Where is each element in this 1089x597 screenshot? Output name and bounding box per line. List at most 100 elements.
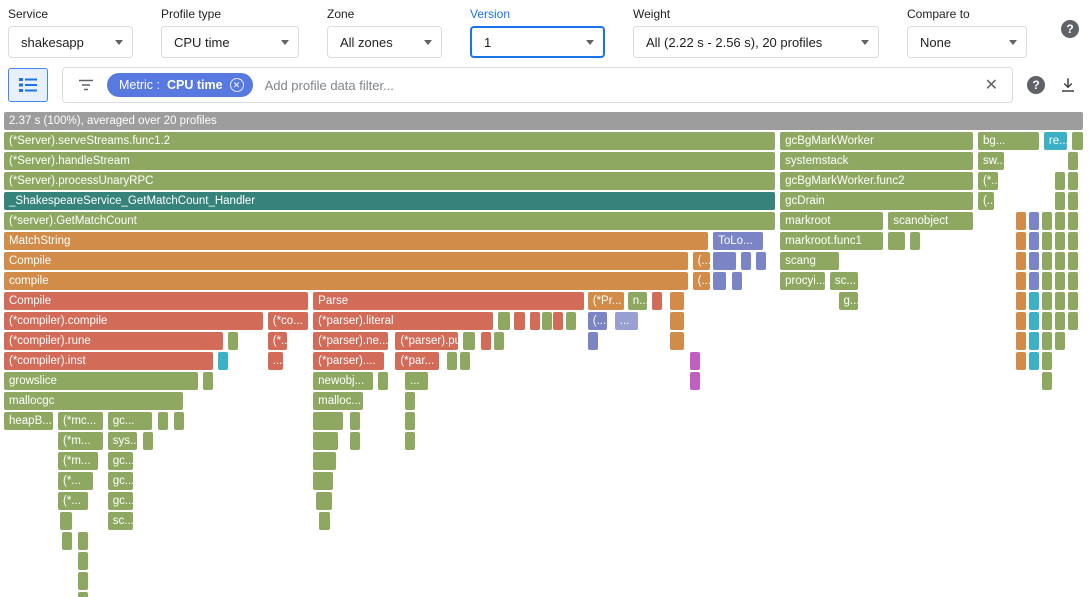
flame-bar[interactable]: systemstack bbox=[780, 152, 973, 170]
clear-filters-icon[interactable]: ✕ bbox=[984, 77, 998, 94]
flame-bar[interactable] bbox=[1067, 252, 1078, 270]
flame-bar[interactable] bbox=[1015, 312, 1026, 330]
flame-bar[interactable] bbox=[460, 352, 471, 370]
flame-bar[interactable] bbox=[690, 372, 701, 390]
flame-bar[interactable]: (*Pr... bbox=[587, 292, 624, 310]
flame-bar[interactable] bbox=[756, 252, 767, 270]
flame-bar[interactable] bbox=[669, 292, 685, 310]
flame-bar[interactable] bbox=[77, 552, 88, 570]
flame-bar[interactable] bbox=[1015, 212, 1026, 230]
metric-filter-chip[interactable]: Metric : CPU time ✕ bbox=[107, 73, 253, 97]
flame-bar[interactable]: (*... bbox=[267, 332, 288, 350]
flame-bar[interactable] bbox=[1067, 272, 1078, 290]
flame-bar[interactable]: sys... bbox=[107, 432, 138, 450]
flame-bar[interactable]: (*compiler).compile bbox=[4, 312, 263, 330]
flame-bar[interactable] bbox=[405, 432, 416, 450]
flame-bar[interactable] bbox=[498, 312, 511, 330]
flame-bar[interactable] bbox=[1041, 332, 1052, 350]
flame-bar[interactable] bbox=[1054, 232, 1065, 250]
flame-bar[interactable] bbox=[77, 532, 88, 550]
flame-bar[interactable]: scang bbox=[780, 252, 839, 270]
flame-bar[interactable] bbox=[1015, 272, 1026, 290]
flame-bar[interactable]: Compile bbox=[4, 252, 689, 270]
flame-bar[interactable] bbox=[1054, 212, 1065, 230]
flame-bar[interactable]: re... bbox=[1043, 132, 1067, 150]
filter-help-icon[interactable]: ? bbox=[1027, 76, 1045, 94]
flame-bar[interactable] bbox=[713, 272, 727, 290]
flame-bar[interactable]: 2.37 s (100%), averaged over 20 profiles bbox=[4, 112, 1083, 130]
flame-bar[interactable]: gcDrain bbox=[780, 192, 973, 210]
flame-bar[interactable]: ToLo... bbox=[713, 232, 763, 250]
flame-bar[interactable]: (*parser).... bbox=[313, 352, 384, 370]
flame-bar[interactable] bbox=[1028, 352, 1039, 370]
flame-bar[interactable] bbox=[313, 432, 339, 450]
flame-bar[interactable]: (*co... bbox=[267, 312, 308, 330]
flame-bar[interactable] bbox=[587, 332, 598, 350]
flame-bar[interactable]: Compile bbox=[4, 292, 308, 310]
flame-bar[interactable] bbox=[1041, 312, 1052, 330]
flame-bar[interactable]: growslice bbox=[4, 372, 198, 390]
flame-bar[interactable]: ... bbox=[405, 372, 428, 390]
flame-bar[interactable] bbox=[202, 372, 213, 390]
flame-bar[interactable] bbox=[313, 472, 333, 490]
flame-bar[interactable] bbox=[1041, 252, 1052, 270]
flame-bar[interactable]: ... bbox=[267, 352, 284, 370]
flame-bar[interactable]: n... bbox=[627, 292, 648, 310]
flame-bar[interactable] bbox=[530, 312, 541, 330]
flame-bar[interactable]: Parse bbox=[313, 292, 584, 310]
flame-bar[interactable] bbox=[1041, 232, 1052, 250]
flame-bar[interactable] bbox=[1054, 252, 1065, 270]
flame-bar[interactable]: (*compiler).inst bbox=[4, 352, 213, 370]
flame-bar[interactable] bbox=[514, 312, 526, 330]
flame-bar[interactable] bbox=[218, 352, 229, 370]
flame-bar[interactable]: (... bbox=[692, 272, 711, 290]
flame-bar[interactable]: mallocgc bbox=[4, 392, 183, 410]
flame-bar[interactable]: (*parser).literal bbox=[313, 312, 493, 330]
flame-bar[interactable] bbox=[447, 352, 458, 370]
flame-bar[interactable] bbox=[316, 492, 332, 510]
flame-bar[interactable]: (*server).GetMatchCount bbox=[4, 212, 775, 230]
flame-bar[interactable] bbox=[143, 432, 154, 450]
flame-bar[interactable] bbox=[713, 252, 736, 270]
flame-bar[interactable] bbox=[669, 332, 685, 350]
flame-bar[interactable] bbox=[1054, 292, 1065, 310]
flame-bar[interactable] bbox=[1028, 272, 1039, 290]
weight-select[interactable]: All (2.22 s - 2.56 s), 20 profiles bbox=[633, 26, 879, 58]
flame-bar[interactable] bbox=[1041, 292, 1052, 310]
flame-bar[interactable] bbox=[1041, 352, 1052, 370]
flame-bar[interactable] bbox=[1028, 312, 1039, 330]
profile-data-filter-box[interactable]: Metric : CPU time ✕ Add profile data fil… bbox=[62, 67, 1013, 103]
flame-bar[interactable]: gc... bbox=[107, 472, 133, 490]
chip-remove-icon[interactable]: ✕ bbox=[229, 78, 244, 92]
flame-bar[interactable] bbox=[62, 532, 73, 550]
flame-bar[interactable] bbox=[1015, 332, 1026, 350]
flame-bar[interactable] bbox=[77, 572, 88, 590]
flame-bar[interactable] bbox=[1054, 332, 1065, 350]
version-select[interactable]: 1 bbox=[470, 26, 605, 58]
profile-type-select[interactable]: CPU time bbox=[161, 26, 299, 58]
flame-bar[interactable]: (*mc... bbox=[58, 412, 103, 430]
list-view-toggle-button[interactable] bbox=[8, 68, 48, 102]
flame-bar[interactable] bbox=[651, 292, 662, 310]
flame-bar[interactable] bbox=[741, 252, 752, 270]
flame-bar[interactable] bbox=[909, 232, 920, 250]
filter-input-placeholder[interactable]: Add profile data filter... bbox=[264, 77, 394, 93]
flame-bar[interactable]: newobj... bbox=[313, 372, 373, 390]
flame-bar[interactable] bbox=[669, 312, 685, 330]
flame-bar[interactable]: sw... bbox=[977, 152, 1005, 170]
flame-bar[interactable] bbox=[60, 512, 73, 530]
flame-bar[interactable]: gc... bbox=[107, 452, 133, 470]
zone-select[interactable]: All zones bbox=[327, 26, 442, 58]
flame-bar[interactable]: gcBgMarkWorker bbox=[780, 132, 973, 150]
flame-bar[interactable]: (... bbox=[692, 252, 711, 270]
flame-bar[interactable] bbox=[1028, 232, 1039, 250]
flame-bar[interactable] bbox=[1015, 232, 1026, 250]
flame-bar[interactable] bbox=[1028, 212, 1039, 230]
flame-bar[interactable] bbox=[349, 412, 360, 430]
flame-bar[interactable]: malloc... bbox=[313, 392, 364, 410]
flame-bar[interactable] bbox=[77, 592, 88, 597]
flame-bar[interactable] bbox=[1054, 192, 1065, 210]
flame-bar[interactable] bbox=[1028, 332, 1039, 350]
flame-bar[interactable] bbox=[1067, 152, 1078, 170]
flame-bar[interactable] bbox=[731, 272, 742, 290]
